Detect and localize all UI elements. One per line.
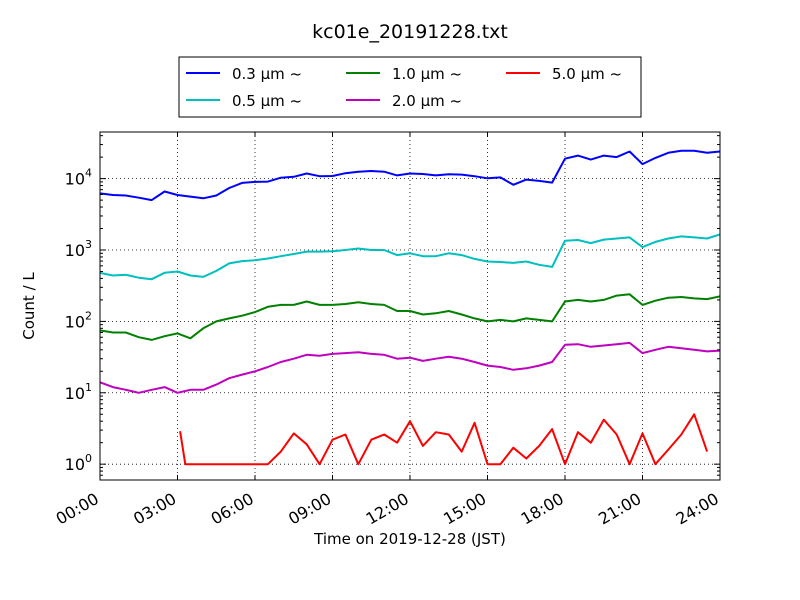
grid (99, 132, 721, 480)
legend: 0.3 µm ~ 0.5 µm ~ 1.0 µm ~ 2.0 µm ~ 5.0 µm ~ (178, 56, 642, 118)
x-tick-label: 15:00 (440, 489, 489, 529)
y-tick-label: 100 (65, 452, 92, 474)
series-line-3 (100, 341, 720, 394)
chart-title: kc01e_20191228.txt (312, 21, 508, 43)
series-layer (100, 149, 720, 466)
y-axis-label: Count / L (20, 272, 38, 340)
series-line-0 (100, 149, 720, 202)
legend-label-0: 0.3 µm ~ (232, 65, 302, 83)
y-tick-label: 101 (65, 381, 92, 403)
x-axis-label: Time on 2019-12-28 (JST) (313, 530, 506, 548)
series-line-4 (179, 413, 709, 466)
x-tick-label: 06:00 (208, 489, 257, 529)
legend-items: 0.3 µm ~ 0.5 µm ~ 1.0 µm ~ 2.0 µm ~ 5.0 µm ~ (186, 65, 622, 110)
x-tick-label: 18:00 (518, 489, 567, 529)
series-line-1 (100, 233, 720, 281)
legend-label-2: 1.0 µm ~ (392, 65, 462, 83)
x-tick-label: 09:00 (285, 489, 334, 529)
y-tick-label: 103 (65, 238, 92, 260)
series-line-2 (100, 293, 720, 341)
x-tick-label: 00:00 (53, 489, 102, 529)
legend-label-4: 5.0 µm ~ (552, 65, 622, 83)
x-tick-label: 21:00 (595, 489, 644, 529)
legend-label-3: 2.0 µm ~ (392, 92, 462, 110)
x-tick-label: 24:00 (673, 489, 722, 529)
ticks: 00:00 03:00 06:00 09:00 12:00 15:00 18:00 21:00… (53, 132, 722, 529)
y-tick-label: 104 (65, 167, 92, 189)
y-tick-label: 102 (65, 309, 92, 331)
x-tick-label: 03:00 (130, 489, 179, 529)
legend-label-1: 0.5 µm ~ (232, 92, 302, 110)
legend-frame (178, 56, 642, 118)
x-tick-label: 12:00 (363, 489, 412, 529)
